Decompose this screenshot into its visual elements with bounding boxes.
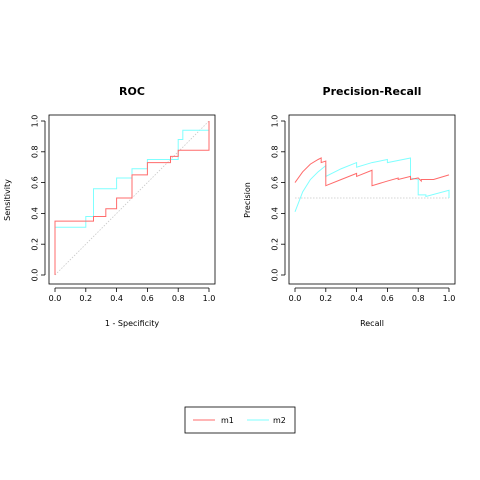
- roc-y-axis-label: Sensitivity: [3, 179, 12, 221]
- roc-y-tick-label: 0.0: [31, 269, 40, 282]
- pr-x-axis: 0.0 0.2 0.4 0.6 0.8 1.0: [289, 287, 456, 303]
- pr-y-axis-label: Precision: [243, 182, 252, 218]
- pr-y-tick-label: 0.4: [271, 207, 280, 220]
- legend-label-m1: m1: [221, 416, 234, 425]
- pr-plot-area: [294, 157, 450, 213]
- roc-x-axis: 0.0 0.2 0.4 0.6 0.8 1.0: [49, 287, 216, 303]
- roc-series-line-m1: [54, 121, 210, 275]
- pr-title: Precision-Recall: [323, 85, 422, 98]
- pr-y-tick-label: 0.0: [271, 269, 280, 282]
- legend: m1 m2: [184, 406, 296, 434]
- roc-x-tick-label: 0.8: [172, 294, 185, 303]
- pr-x-tick-label: 1.0: [443, 294, 456, 303]
- roc-x-tick-label: 0.0: [49, 294, 62, 303]
- pr-panel: Precision-Recall 0.0 0.2 0.4 0.6 0.8 1.0 0.00…: [243, 85, 456, 328]
- roc-title: ROC: [119, 85, 145, 98]
- pr-x-tick-label: 0.8: [412, 294, 425, 303]
- roc-plot-frame: [48, 114, 216, 285]
- roc-panel: ROC 0.0 0.2 0.4 0.6 0.8 1.0 0.0 0.2 0.4 0.6 0.8 1.…: [3, 85, 216, 328]
- legend-label-m2: m2: [273, 416, 286, 425]
- roc-y-tick-label: 0.4: [31, 207, 40, 220]
- pr-x-axis-label: Recall: [360, 319, 384, 328]
- pr-x-tick-label: 0.2: [319, 294, 332, 303]
- pr-x-tick-label: 0.0: [289, 294, 302, 303]
- pr-x-tick-label: 0.6: [381, 294, 394, 303]
- roc-series-line-m2: [54, 121, 210, 275]
- pr-x-tick-label: 0.4: [350, 294, 363, 303]
- roc-x-tick-label: 0.4: [110, 294, 123, 303]
- pr-y-tick-label: 1.0: [271, 115, 280, 128]
- pr-y-tick-label: 0.2: [271, 238, 280, 251]
- roc-x-tick-label: 0.6: [141, 294, 154, 303]
- roc-y-tick-label: 0.8: [31, 145, 40, 158]
- roc-x-axis-label: 1 - Specificity: [105, 319, 160, 328]
- pr-y-tick-label: 0.6: [271, 176, 280, 189]
- roc-y-tick-label: 1.0: [31, 115, 40, 128]
- pr-plot-frame: [288, 114, 456, 285]
- roc-x-tick-label: 1.0: [203, 294, 216, 303]
- pr-series-line-m2: [294, 157, 450, 213]
- roc-plot-area: [54, 120, 210, 276]
- roc-x-tick-label: 0.2: [79, 294, 92, 303]
- pr-y-axis: 0.0 0.2 0.4 0.6 0.8 1.0: [271, 115, 286, 282]
- roc-y-tick-label: 0.2: [31, 238, 40, 251]
- pr-series-line-m1: [294, 157, 450, 187]
- roc-y-tick-label: 0.6: [31, 176, 40, 189]
- pr-y-tick-label: 0.8: [271, 145, 280, 158]
- roc-y-axis: 0.0 0.2 0.4 0.6 0.8 1.0: [31, 115, 46, 282]
